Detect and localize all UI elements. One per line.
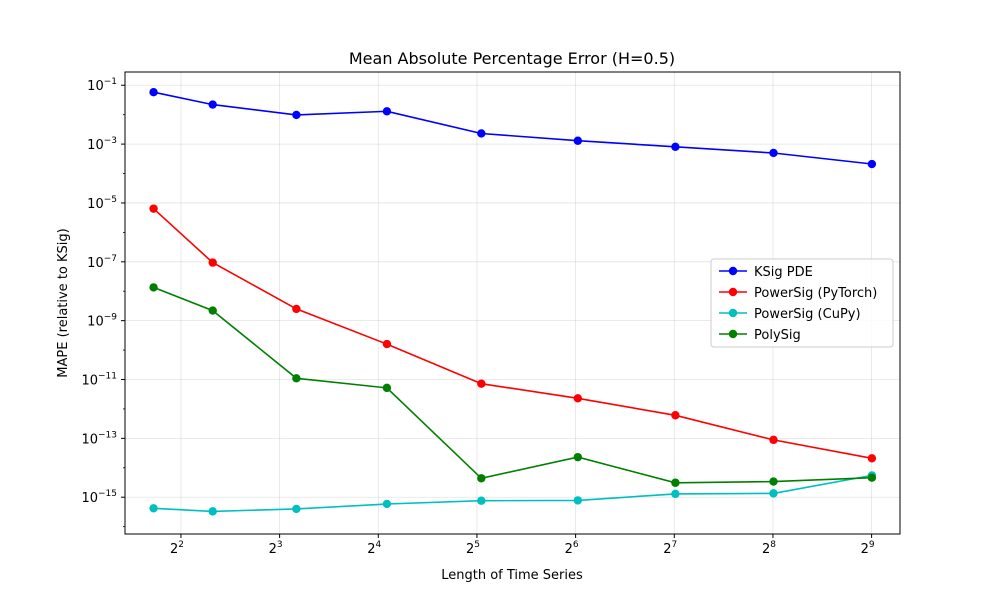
legend-box (710, 258, 894, 348)
data-point (477, 129, 486, 138)
plot-frame (124, 71, 901, 535)
data-point (149, 88, 158, 97)
data-point (149, 504, 158, 513)
data-point (208, 100, 217, 109)
y-tick-label: 10−7 (87, 254, 117, 271)
data-point (769, 435, 778, 445)
legend-marker (728, 308, 738, 318)
x-axis-label: Length of Time Series (441, 568, 583, 583)
data-point (867, 159, 877, 169)
data-point (769, 489, 778, 498)
grid-layer (125, 72, 900, 534)
y-tick-label: 10−5 (87, 195, 117, 212)
series-powersig-cupy (149, 471, 877, 516)
legend-label: PolySig (754, 328, 801, 343)
data-point (382, 107, 392, 116)
y-axis-label: MAPE (relative to KSig) (56, 228, 71, 377)
data-point (769, 477, 778, 486)
legend-label: PowerSig (PyTorch) (754, 286, 877, 301)
x-tick-label: 23 (269, 540, 283, 557)
y-tick-label: 10−11 (81, 372, 117, 389)
data-point (573, 452, 583, 462)
y-tick-label: 10−13 (81, 430, 117, 447)
legend: KSig PDE PowerSig (PyTorch) PowerSig (CuPy… (710, 258, 894, 348)
data-point (382, 383, 392, 393)
data-point (573, 496, 583, 505)
legend-label: PowerSig (CuPy) (754, 307, 861, 322)
data-point (867, 473, 877, 482)
data-point (573, 394, 583, 403)
data-point (292, 304, 301, 314)
data-point (671, 489, 680, 499)
legend-marker (728, 329, 738, 339)
data-point (292, 110, 301, 120)
series-powersig-pytorch (149, 204, 877, 463)
data-point (671, 142, 680, 151)
y-tick-label: 10−3 (87, 136, 117, 153)
data-point (769, 148, 778, 158)
x-tick-label: 27 (663, 540, 677, 557)
data-point (477, 496, 486, 505)
legend-label: KSig PDE (754, 265, 813, 280)
legend-marker (728, 287, 738, 297)
x-tick-label: 28 (762, 540, 776, 557)
data-point (573, 136, 583, 145)
data-point (149, 283, 158, 292)
data-point (208, 306, 217, 315)
data-point (292, 504, 301, 514)
chart-title: Mean Absolute Percentage Error (H=0.5) (349, 49, 675, 68)
tick-layer: 22 23 24 25 26 27 28 29 10−1 10−3 10−5 10−7 10−9 10−1… (81, 77, 874, 557)
y-tick-label: 10−9 (87, 313, 117, 330)
data-point (382, 339, 392, 349)
x-tick-label: 24 (367, 540, 381, 557)
x-tick-label: 25 (466, 540, 480, 557)
series-ksig-pde (149, 88, 877, 169)
x-tick-label: 26 (565, 540, 579, 557)
legend-marker (728, 266, 738, 276)
data-point (671, 411, 680, 420)
data-point (208, 258, 217, 267)
x-tick-label: 22 (170, 540, 184, 557)
data-point (867, 454, 877, 463)
data-point (382, 499, 392, 509)
data-point (149, 204, 158, 213)
series-layer (149, 88, 877, 516)
data-point (477, 474, 486, 483)
data-point (292, 374, 301, 383)
data-point (208, 507, 217, 516)
y-tick-label: 10−1 (87, 77, 117, 94)
y-tick-label: 10−15 (81, 489, 117, 506)
data-point (477, 379, 486, 388)
data-point (671, 478, 680, 487)
series-polysig (149, 283, 877, 487)
x-tick-label: 29 (861, 540, 875, 557)
